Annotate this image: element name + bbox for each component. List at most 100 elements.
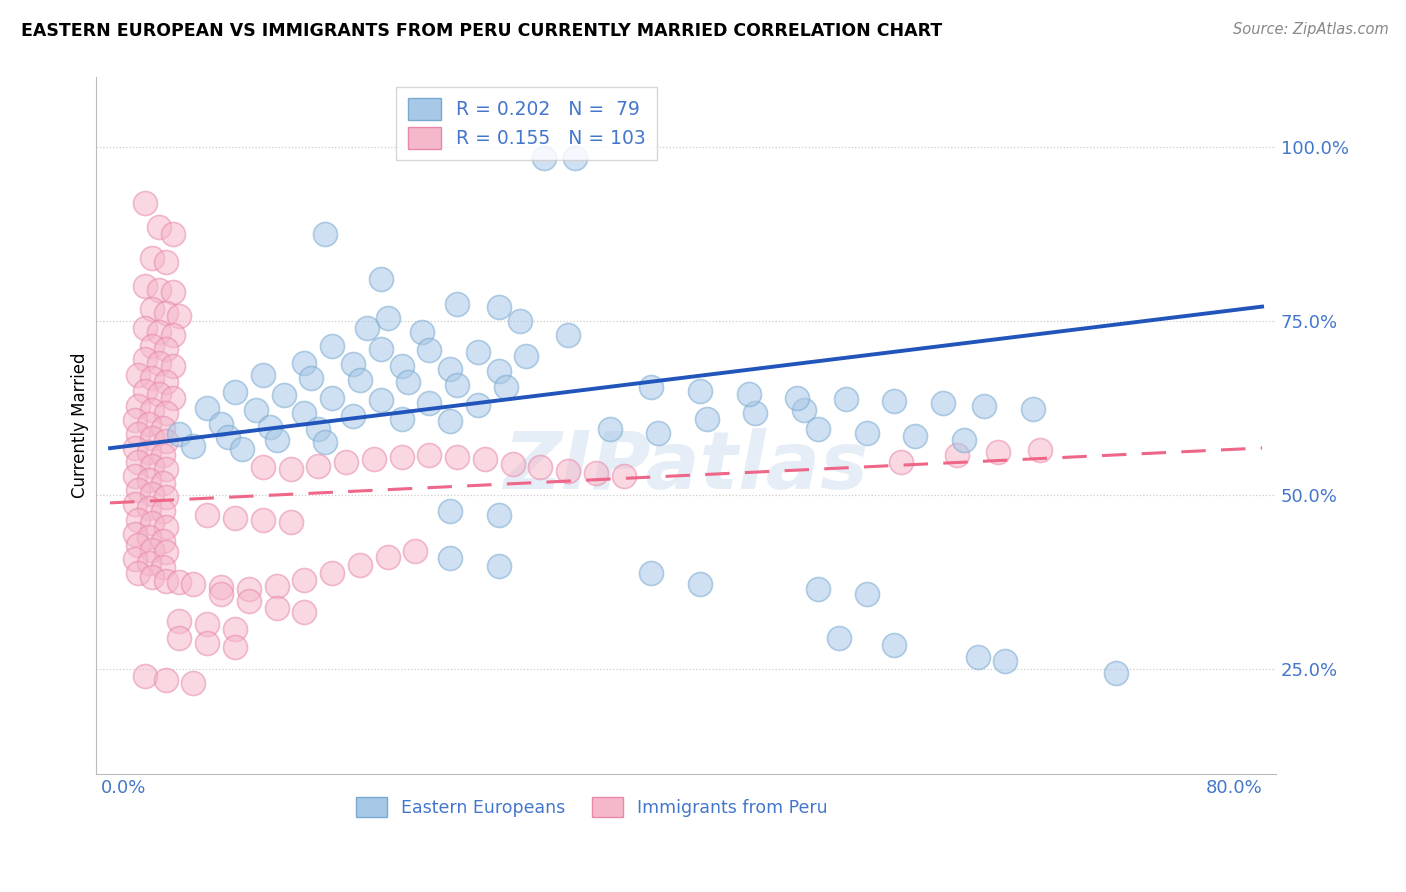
Point xyxy=(515,349,537,363)
Point xyxy=(266,601,288,615)
Point xyxy=(292,573,315,587)
Point xyxy=(124,413,146,427)
Point xyxy=(356,321,378,335)
Point xyxy=(141,516,163,530)
Point xyxy=(127,538,149,552)
Point xyxy=(124,468,146,483)
Point xyxy=(152,560,174,574)
Point xyxy=(127,399,149,413)
Point xyxy=(280,515,302,529)
Point xyxy=(169,631,191,645)
Point xyxy=(689,577,711,591)
Point xyxy=(557,464,579,478)
Point xyxy=(141,403,163,417)
Point xyxy=(314,435,336,450)
Point xyxy=(162,285,184,299)
Point xyxy=(124,441,146,455)
Point xyxy=(391,411,413,425)
Point xyxy=(502,457,524,471)
Point xyxy=(155,406,177,420)
Point xyxy=(155,255,177,269)
Point xyxy=(155,342,177,356)
Point xyxy=(391,359,413,374)
Point xyxy=(238,582,260,597)
Point xyxy=(124,497,146,511)
Point xyxy=(162,359,184,374)
Point xyxy=(152,503,174,517)
Point xyxy=(398,376,420,390)
Point xyxy=(127,513,149,527)
Point xyxy=(321,566,343,581)
Point xyxy=(238,594,260,608)
Point xyxy=(152,448,174,462)
Point xyxy=(613,468,636,483)
Point xyxy=(195,508,218,522)
Point xyxy=(640,380,662,394)
Point xyxy=(195,401,218,416)
Point xyxy=(411,325,433,339)
Point xyxy=(127,483,149,497)
Point xyxy=(152,475,174,490)
Point xyxy=(439,414,461,428)
Point xyxy=(945,448,967,462)
Point xyxy=(134,352,156,367)
Point xyxy=(134,279,156,293)
Point xyxy=(183,577,205,591)
Point xyxy=(141,431,163,445)
Point xyxy=(148,283,170,297)
Point xyxy=(138,445,160,459)
Point xyxy=(266,579,288,593)
Point xyxy=(599,422,621,436)
Point xyxy=(292,406,315,420)
Point xyxy=(737,387,759,401)
Point xyxy=(183,440,205,454)
Point xyxy=(141,338,163,352)
Point xyxy=(564,151,586,165)
Point xyxy=(141,301,163,316)
Point xyxy=(155,673,177,687)
Point xyxy=(155,519,177,533)
Point xyxy=(152,533,174,548)
Point xyxy=(377,310,399,325)
Point xyxy=(855,587,877,601)
Point xyxy=(439,503,461,517)
Point xyxy=(404,544,426,558)
Point xyxy=(314,227,336,241)
Point xyxy=(148,387,170,401)
Point xyxy=(127,455,149,469)
Point xyxy=(162,391,184,405)
Point xyxy=(529,460,551,475)
Point xyxy=(973,399,995,413)
Point xyxy=(557,328,579,343)
Point xyxy=(307,422,329,436)
Point xyxy=(155,462,177,476)
Point xyxy=(321,391,343,405)
Point xyxy=(162,227,184,241)
Point xyxy=(377,549,399,564)
Point xyxy=(855,425,877,440)
Point xyxy=(807,582,830,597)
Point xyxy=(224,622,246,636)
Point xyxy=(890,455,912,469)
Point xyxy=(224,510,246,524)
Point xyxy=(446,378,468,392)
Point xyxy=(273,388,295,402)
Point xyxy=(370,392,392,407)
Point xyxy=(342,409,364,423)
Point xyxy=(418,448,440,462)
Point xyxy=(134,669,156,683)
Point xyxy=(370,342,392,356)
Point xyxy=(1022,401,1045,416)
Point xyxy=(183,676,205,690)
Point xyxy=(488,300,510,314)
Point xyxy=(744,406,766,420)
Point xyxy=(195,636,218,650)
Point xyxy=(828,631,851,645)
Point xyxy=(307,458,329,473)
Point xyxy=(134,384,156,398)
Point xyxy=(439,361,461,376)
Point xyxy=(252,460,274,475)
Point xyxy=(495,380,517,394)
Point xyxy=(141,487,163,501)
Point xyxy=(342,357,364,371)
